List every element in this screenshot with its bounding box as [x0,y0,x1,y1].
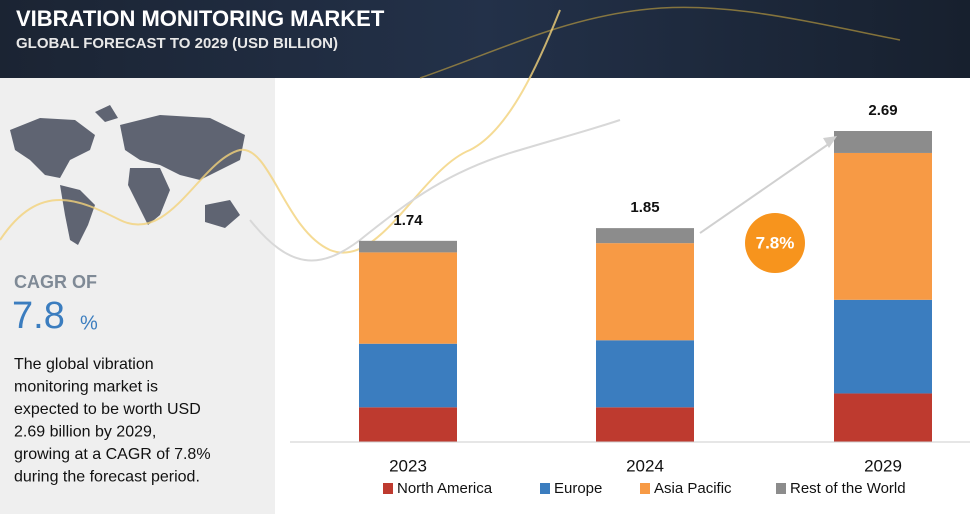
bar-segment [359,240,457,253]
description-line: growing at a CAGR of 7.8% [14,446,211,463]
bar-segment [596,340,694,408]
bar-segment [596,407,694,442]
x-tick-label: 2024 [626,456,664,475]
description-line: 2.69 billion by 2029, [14,424,156,441]
description-line: expected to be worth USD [14,401,201,418]
cagr-value: 7.8 [12,295,65,337]
x-tick-label: 2029 [864,456,902,475]
bar-segment [834,152,932,300]
description-line: The global vibration [14,356,154,373]
cagr-label: CAGR OF [14,272,97,292]
bar-segment [359,343,457,408]
cagr-bubble-label: 7.8% [756,233,795,252]
decor-line [419,6,901,79]
bar-segment [596,243,694,341]
description-line: monitoring market is [14,379,158,396]
legend-label: Europe [554,480,602,497]
bar-segment [834,131,932,153]
x-tick-label: 2023 [389,456,427,475]
growth-arrow [699,140,834,234]
legend-label: Asia Pacific [654,480,732,497]
decor-curve [0,9,561,254]
description-line: during the forecast period. [14,469,200,486]
legend-swatch [640,483,650,494]
subtitle: GLOBAL FORECAST TO 2029 (USD BILLION) [16,35,338,52]
title: VIBRATION MONITORING MARKET [16,6,385,31]
chart: 1.74 2023 1.85 2024 2.69 2029 7.8% North Americ… [290,102,970,497]
header-bg [0,0,970,78]
total-label: 2.69 [868,102,897,119]
arrow-head [823,136,837,148]
cagr-unit: % [80,312,98,334]
legend-label: North America [397,480,493,497]
bar-segment [359,407,457,442]
decor-curve [249,119,621,262]
cagr-bubble [745,213,805,273]
total-label: 1.85 [630,199,659,216]
total-label: 1.74 [393,212,423,229]
bar-segment [834,393,932,442]
bar-segment [596,228,694,244]
legend-swatch [540,483,550,494]
legend-swatch [776,483,786,494]
bar-segment [834,299,932,394]
bar-segment [359,252,457,344]
description: The global vibration monitoring market is… [14,356,211,486]
legend-label: Rest of the World [790,480,906,497]
legend-swatch [383,483,393,494]
